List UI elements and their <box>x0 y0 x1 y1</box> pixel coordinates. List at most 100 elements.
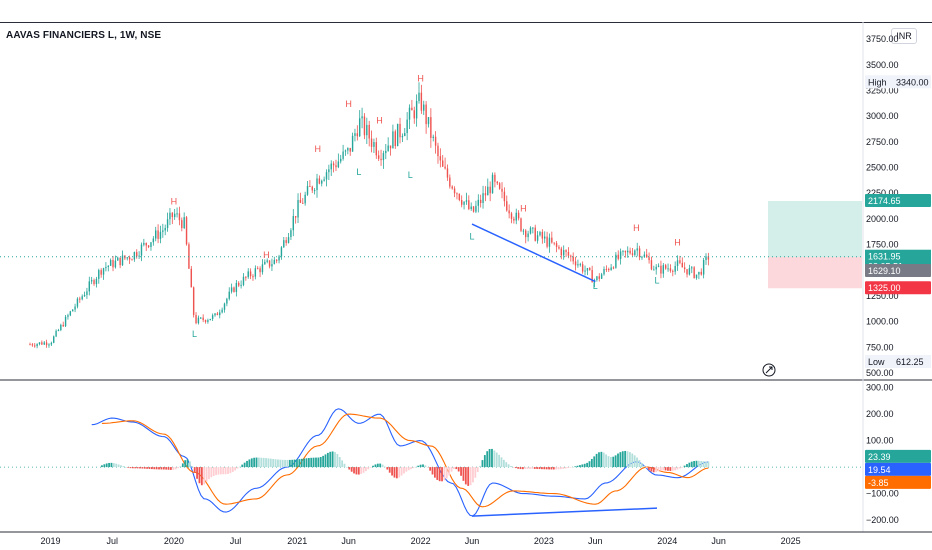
signal-line <box>101 413 709 508</box>
macd-histogram-bar <box>105 463 108 468</box>
macd-histogram-bar <box>286 459 289 468</box>
candle-body <box>472 206 475 212</box>
candle-body <box>344 150 347 152</box>
macd-histogram-bar <box>414 466 417 468</box>
candle-body <box>294 216 297 218</box>
candle-body <box>209 318 211 321</box>
macd-histogram-bar <box>243 462 246 468</box>
macd-histogram-bar <box>393 467 396 478</box>
macd-histogram-bar <box>284 459 286 468</box>
candle-body <box>202 317 204 321</box>
candle-body <box>498 183 501 189</box>
candle-body <box>534 227 536 241</box>
candle-body <box>574 261 577 266</box>
macd-histogram-bar <box>298 459 301 468</box>
time-tick-label: Jul <box>230 536 242 546</box>
candle-body <box>133 252 136 260</box>
macd-histogram-bar <box>441 467 443 482</box>
candle-body <box>619 251 622 259</box>
candle-body <box>468 200 470 210</box>
candle-body <box>565 250 567 252</box>
candle-body <box>442 160 444 167</box>
candle-body <box>517 212 520 219</box>
macd-histogram-bar <box>412 467 415 469</box>
macd-histogram-bar <box>238 466 241 468</box>
currency-button[interactable]: INR <box>891 28 917 44</box>
candle-body <box>612 267 615 269</box>
time-tick-label: 2020 <box>164 536 184 546</box>
macd-histogram-bar <box>564 467 567 469</box>
candle-body <box>100 270 102 275</box>
macd-hist-badge: 23.39 <box>868 452 891 462</box>
macd-histogram-bar <box>170 467 172 470</box>
candle-body <box>178 213 181 221</box>
candle-body <box>396 123 399 147</box>
time-tick-label: Jun <box>711 536 726 546</box>
candle-body <box>275 259 278 261</box>
macd-histogram-bar <box>139 467 141 469</box>
candle-body <box>695 274 698 278</box>
macd-histogram-bar <box>536 467 539 469</box>
macd-histogram-bar <box>374 464 377 468</box>
candle-body <box>176 213 178 215</box>
candle-body <box>358 118 361 137</box>
candle-body <box>290 230 292 238</box>
time-tick-label: 2023 <box>534 536 554 546</box>
macd-histogram-bar <box>181 463 184 468</box>
macd-histogram-bar <box>231 467 234 472</box>
macd-histogram-bar <box>560 467 562 470</box>
candle-body <box>399 123 401 138</box>
macd-histogram-bar <box>319 457 322 468</box>
macd-histogram-bar <box>474 467 477 478</box>
macd-histogram-bar <box>386 467 389 470</box>
candle-body <box>228 291 230 299</box>
macd-histogram-bar <box>640 462 643 468</box>
macd-histogram-bar <box>569 467 572 468</box>
candle-body <box>90 280 93 282</box>
macd-histogram-bar <box>438 467 441 482</box>
candle-body <box>183 217 185 229</box>
candle-body <box>102 268 105 275</box>
macd-histogram-bar <box>305 458 308 468</box>
macd-histogram-bar <box>505 462 508 468</box>
candle-body <box>420 92 423 111</box>
candle-body <box>112 260 114 268</box>
macd-pane <box>0 408 862 517</box>
candle-body <box>256 268 259 270</box>
candle-body <box>653 269 655 271</box>
candle-body <box>629 250 631 254</box>
candle-body <box>539 231 541 236</box>
macd-histogram-bar <box>277 459 279 468</box>
macd-histogram-bar <box>605 454 608 468</box>
candle-body <box>387 145 389 151</box>
time-tick-label: 2024 <box>657 536 677 546</box>
candle-body <box>404 133 406 136</box>
macd-histogram-bar <box>167 467 170 470</box>
macd-histogram-bar <box>538 467 541 470</box>
price-tick-label: 1250.00 <box>866 291 899 301</box>
candle-body <box>444 166 446 169</box>
candle-body <box>347 147 349 151</box>
macd-histogram-bar <box>543 467 546 470</box>
macd-histogram-bar <box>514 467 517 469</box>
candle-body <box>451 186 453 189</box>
candle-body <box>313 190 316 192</box>
candle-body <box>318 178 321 184</box>
macd-histogram-bar <box>533 467 536 469</box>
pivot-label: H <box>520 204 527 214</box>
macd-histogram-bar <box>445 467 448 479</box>
candle-body <box>634 250 636 255</box>
candle-body <box>266 260 268 262</box>
price-badges: High3340.00Low612.252174.651631.9503:05:… <box>865 75 931 489</box>
signal-line-badge: -3.85 <box>868 478 889 488</box>
candle-body <box>705 256 707 261</box>
macd-histogram-bar <box>234 467 237 471</box>
macd-histogram-bar <box>619 452 622 468</box>
macd-hist-badge-bg <box>865 449 931 463</box>
candle-body <box>117 257 119 261</box>
macd-histogram-bar <box>436 467 439 480</box>
time-tick-label: Jun <box>341 536 356 546</box>
candle-body <box>377 155 380 159</box>
macd-histogram-bar <box>162 467 165 470</box>
